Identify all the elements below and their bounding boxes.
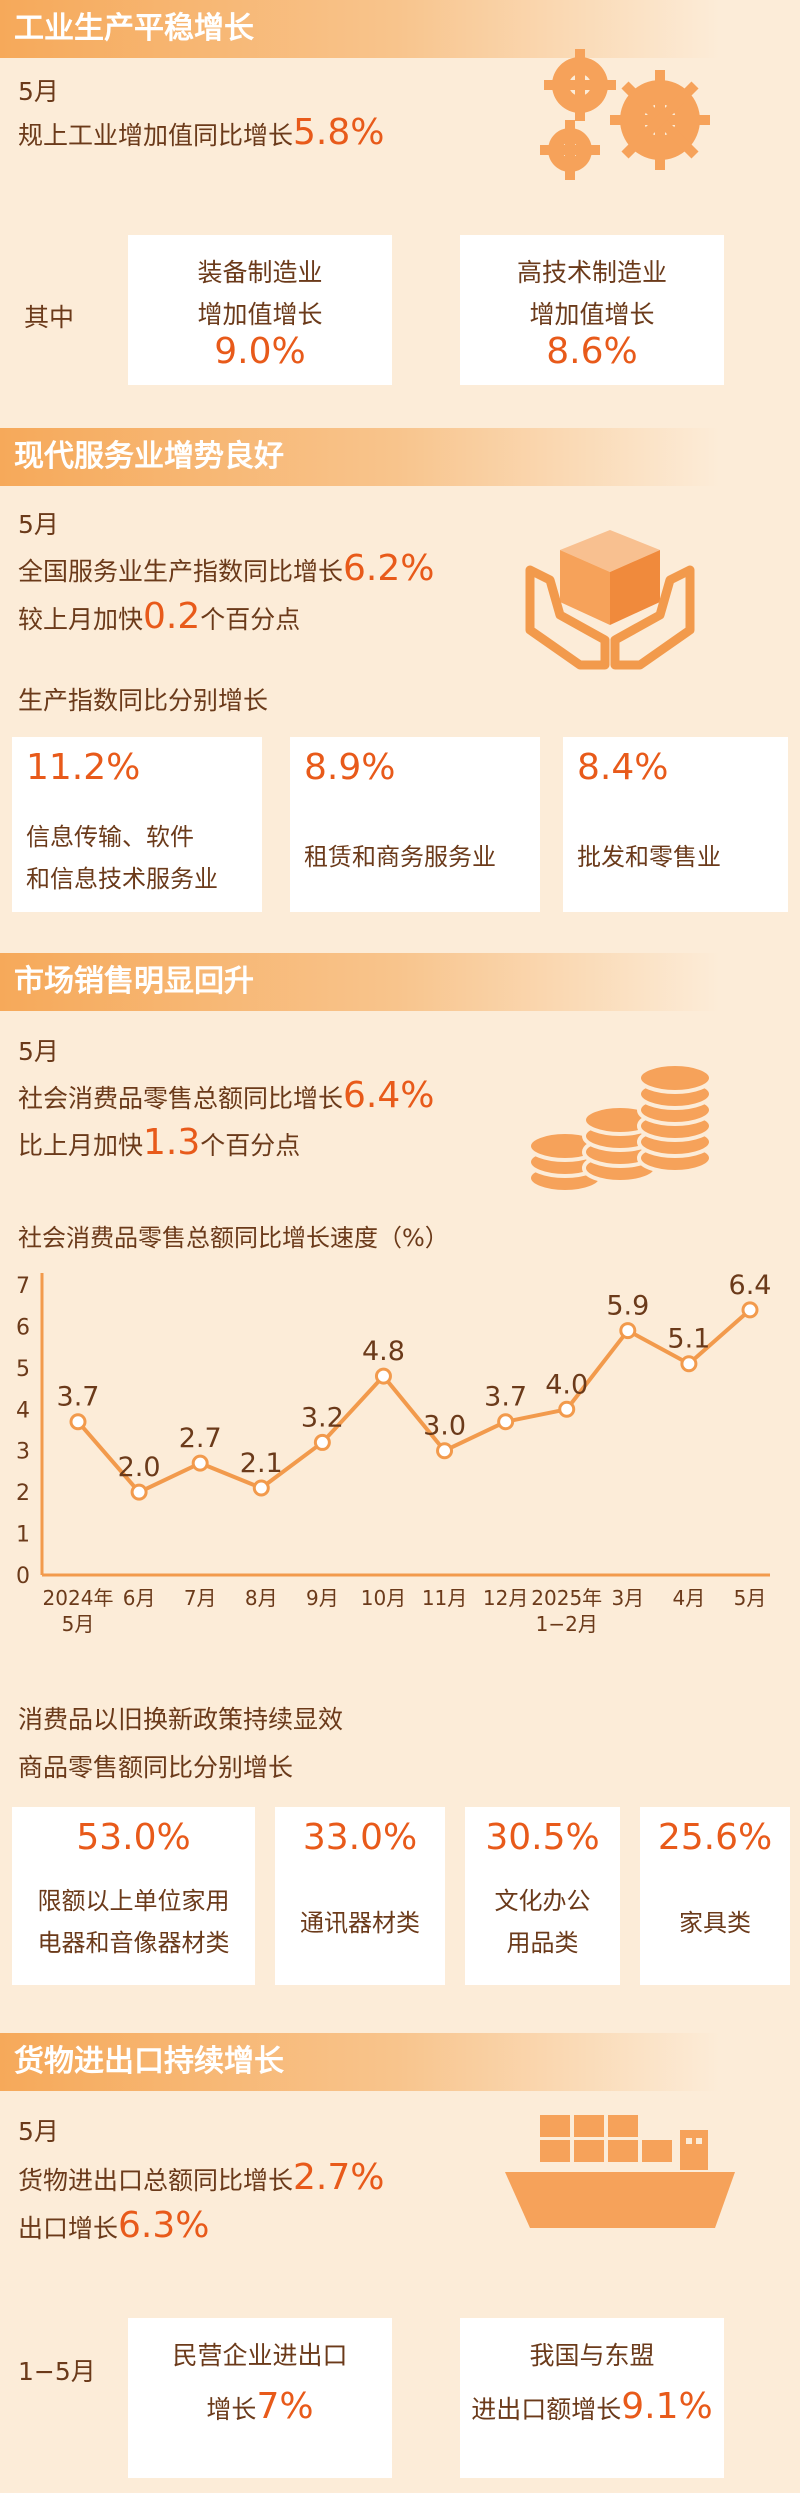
- x-tick-label: 9月: [306, 1586, 339, 1610]
- data-point: [680, 1355, 698, 1373]
- x-tick-label: 5月: [734, 1586, 767, 1610]
- x-tick-label: 1−2月: [536, 1612, 598, 1636]
- cargo-ship-icon: [505, 2115, 735, 2228]
- data-label: 3.0: [423, 1411, 466, 1442]
- data-label: 5.9: [606, 1291, 649, 1322]
- services-accel: 较上月加快0.2个百分点: [18, 596, 301, 637]
- data-label: 4.0: [545, 1369, 588, 1400]
- x-tick-label: 2025年: [531, 1586, 602, 1610]
- retail-box-appliances: 53.0% 限额以上单位家用 电器和音像器材类: [12, 1807, 255, 1985]
- qizhong-label: 其中: [24, 303, 75, 332]
- month-label: 5月: [18, 2117, 59, 2146]
- data-point: [69, 1413, 87, 1431]
- section-title-trade: 货物进出口持续增长: [0, 2033, 720, 2091]
- x-tick-label: 4月: [673, 1586, 706, 1610]
- month-label: 5月: [18, 510, 59, 539]
- month-label: 5月: [18, 1037, 59, 1066]
- section-title-services: 现代服务业增势良好: [0, 428, 720, 486]
- retail-box-furniture: 25.6% 家具类: [640, 1807, 790, 1985]
- retail-accel: 比上月加快1.3个百分点: [18, 1122, 301, 1163]
- data-point: [313, 1433, 331, 1451]
- series-line: [76, 1308, 752, 1495]
- x-tick-label: 3月: [611, 1586, 644, 1610]
- x-tick-label: 6月: [123, 1586, 156, 1610]
- x-tick-label: 12月: [483, 1586, 528, 1610]
- coins-icon: [527, 1062, 713, 1194]
- data-point: [191, 1454, 209, 1472]
- y-tick-label: 4: [16, 1398, 30, 1423]
- data-label: 2.7: [179, 1423, 222, 1454]
- services-index: 全国服务业生产指数同比增长6.2%: [18, 548, 435, 589]
- x-tick-label: 10月: [361, 1586, 406, 1610]
- y-tick-label: 3: [16, 1440, 30, 1465]
- data-label: 4.8: [362, 1336, 405, 1367]
- y-tick-label: 6: [16, 1315, 30, 1340]
- data-label: 5.1: [667, 1324, 710, 1355]
- services-box-retail: 8.4% 批发和零售业: [563, 737, 788, 912]
- retail-box-office: 30.5% 文化办公 用品类: [465, 1807, 620, 1985]
- retail-growth: 社会消费品零售总额同比增长6.4%: [18, 1075, 435, 1116]
- y-tick-label: 0: [16, 1564, 30, 1589]
- trade-in-sub2: 商品零售额同比分别增长: [18, 1753, 294, 1782]
- data-point: [619, 1322, 637, 1340]
- retail-box-telecom: 33.0% 通讯器材类: [275, 1807, 445, 1985]
- services-sub: 生产指数同比分别增长: [18, 686, 269, 715]
- gears-icon: [540, 49, 710, 180]
- period-label: 1−5月: [18, 2357, 96, 2386]
- x-tick-label: 7月: [184, 1586, 217, 1610]
- services-box-it: 11.2% 信息传输、软件 和信息技术服务业: [12, 737, 262, 912]
- hands-box-icon: [525, 530, 695, 670]
- data-point: [130, 1483, 148, 1501]
- x-tick-label: 2024年: [43, 1586, 114, 1610]
- section-title-industry: 工业生产平稳增长: [0, 0, 720, 58]
- data-label: 3.2: [301, 1402, 344, 1433]
- y-tick-label: 1: [16, 1523, 30, 1548]
- x-tick-label: 11月: [422, 1586, 467, 1610]
- y-tick-label: 7: [16, 1274, 30, 1299]
- data-label: 2.1: [240, 1448, 283, 1479]
- y-tick-label: 5: [16, 1357, 30, 1382]
- retail-growth-line-chart: 012345673.72024年5月2.06月2.77月2.18月3.29月4.…: [16, 1270, 772, 1636]
- data-label: 3.7: [57, 1382, 100, 1413]
- data-point: [252, 1479, 270, 1497]
- services-box-leasing: 8.9% 租赁和商务服务业: [290, 737, 540, 912]
- x-tick-label: 8月: [245, 1586, 278, 1610]
- data-point: [436, 1442, 454, 1460]
- data-point: [558, 1400, 576, 1418]
- data-label: 6.4: [729, 1270, 772, 1301]
- y-tick-label: 2: [16, 1481, 30, 1506]
- section-title-sales: 市场销售明显回升: [0, 953, 720, 1011]
- x-tick-label: 5月: [62, 1612, 95, 1636]
- month-label: 5月: [18, 77, 59, 106]
- industry-growth: 规上工业增加值同比增长5.8%: [18, 112, 385, 153]
- export-growth: 出口增长6.3%: [18, 2205, 210, 2246]
- data-label: 3.7: [484, 1382, 527, 1413]
- data-point: [741, 1301, 759, 1319]
- trade-in-sub1: 消费品以旧换新政策持续显效: [18, 1705, 344, 1734]
- data-point: [374, 1367, 392, 1385]
- trade-growth: 货物进出口总额同比增长2.7%: [18, 2157, 385, 2198]
- chart-title: 社会消费品零售总额同比增长速度（%）: [18, 1224, 449, 1252]
- data-label: 2.0: [118, 1452, 161, 1483]
- data-point: [497, 1413, 515, 1431]
